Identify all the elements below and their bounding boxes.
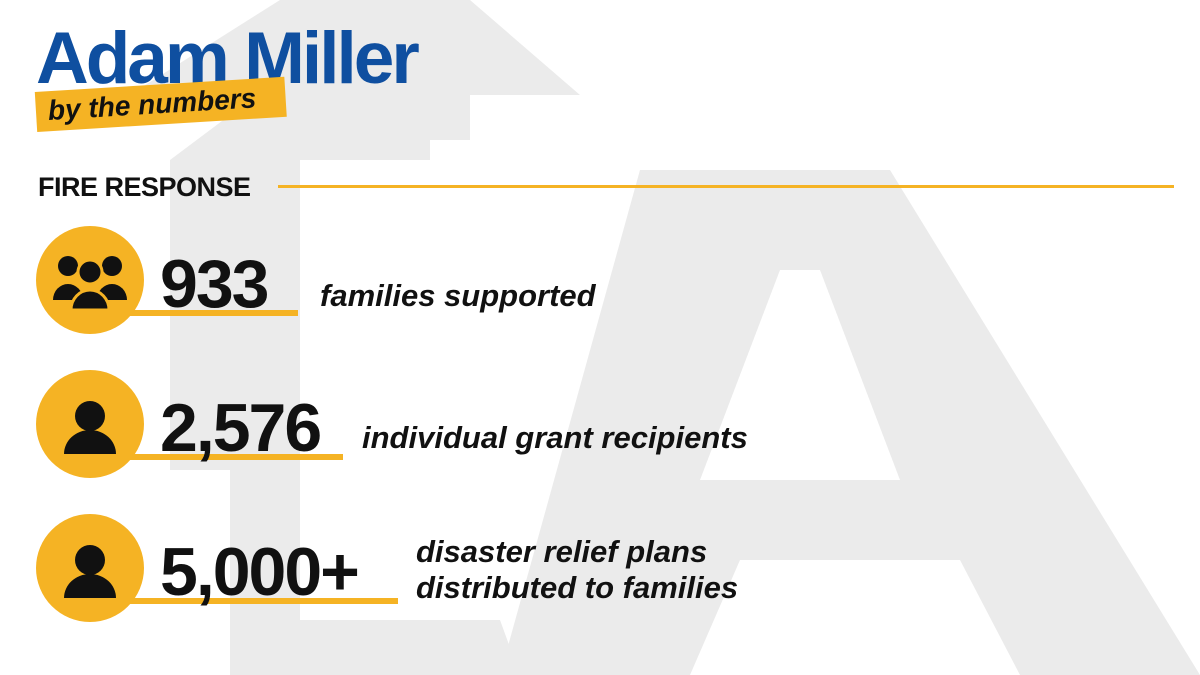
stat-number: 2,576 bbox=[160, 390, 322, 466]
stat-underline bbox=[100, 310, 298, 316]
stat-number: 5,000+ bbox=[160, 534, 360, 610]
stat-label: families supported bbox=[320, 278, 596, 313]
stat-grant-recipients: 2,576 individual grant recipients bbox=[0, 370, 1200, 480]
stat-underline bbox=[100, 454, 343, 460]
group-people-icon bbox=[53, 256, 127, 312]
section-divider bbox=[278, 185, 1174, 188]
person-icon bbox=[64, 401, 116, 454]
stat-label-line-1: disaster relief plans bbox=[416, 534, 708, 569]
stat-icon-circle bbox=[36, 514, 144, 622]
person-icon bbox=[64, 545, 116, 598]
stat-label: individual grant recipients bbox=[362, 420, 748, 455]
stat-icon-circle bbox=[36, 226, 144, 334]
stat-number: 933 bbox=[160, 246, 269, 322]
stat-families-supported: 933 families supported bbox=[0, 226, 1200, 336]
stat-label-line-2: distributed to families bbox=[416, 570, 739, 605]
stat-icon-circle bbox=[36, 370, 144, 478]
section-title: FIRE RESPONSE bbox=[38, 172, 251, 202]
stat-underline bbox=[100, 598, 398, 604]
stat-relief-plans: 5,000+ disaster relief plans distributed… bbox=[0, 514, 1200, 624]
